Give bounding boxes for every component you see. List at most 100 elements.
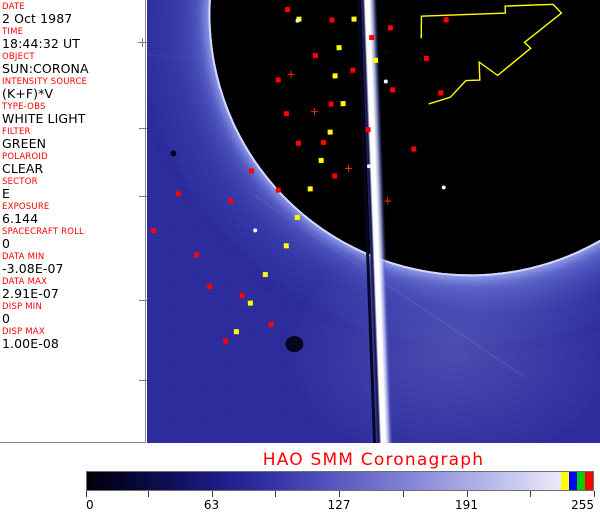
axis-tick	[139, 380, 147, 381]
star-marker-yellow	[283, 243, 289, 249]
metadata-sidebar: DATE 2 Oct 1987 TIME 18:44:32 UT OBJECT SUN:C…	[0, 0, 146, 443]
metadata-value: SUN:CORONA	[2, 61, 89, 76]
plus-marker-icon	[287, 71, 294, 78]
image-stage	[147, 0, 600, 443]
colorbar-tick	[147, 491, 149, 497]
plus-marker-icon	[384, 197, 391, 204]
metadata-value: 2.91E-07	[2, 286, 59, 301]
star-marker-red	[423, 55, 430, 62]
page-title: HAO SMM Coronagraph	[262, 450, 485, 470]
star-marker-red	[320, 139, 327, 145]
metadata-value: GREEN	[2, 136, 47, 151]
metadata-field: DATE 2 Oct 1987	[2, 2, 145, 26]
star-marker-yellow	[327, 129, 333, 135]
star-marker-red	[151, 228, 157, 234]
colorbar-ticks	[86, 491, 595, 498]
metadata-label: POLAROID	[2, 152, 48, 162]
star-marker-red	[275, 187, 281, 193]
metadata-label: DISP MAX	[2, 327, 45, 337]
star-marker-red	[443, 17, 449, 23]
colorbar-entry-254	[576, 472, 585, 490]
metadata-field: TIME 18:44:32 UT	[2, 27, 145, 51]
metadata-value: 18:44:32 UT	[2, 36, 80, 51]
metadata-label: DATA MAX	[2, 277, 48, 287]
colorbar-tick	[530, 491, 532, 497]
star-marker-red	[332, 173, 338, 179]
colorbar-tick	[86, 491, 87, 497]
star-marker-red	[328, 101, 334, 107]
colorbar-label: 0	[86, 498, 94, 512]
metadata-field: DISP MIN 0	[2, 302, 145, 326]
star-marker-red	[411, 146, 417, 152]
metadata-value: -3.08E-07	[2, 261, 64, 276]
metadata-field: FILTER GREEN	[2, 127, 145, 151]
colorbar-entry-252	[560, 472, 569, 490]
star-marker-red	[329, 17, 335, 23]
star-marker-red	[285, 6, 291, 13]
colorbar-gradient	[87, 472, 585, 490]
colorbar-label: 127	[327, 498, 351, 512]
star-marker-yellow	[318, 157, 324, 164]
image-panel	[147, 0, 600, 443]
metadata-field: DISP MAX 1.00E-08	[2, 327, 145, 351]
star-marker-red	[175, 191, 181, 197]
metadata-label: INTENSITY SOURCE	[2, 77, 88, 87]
colorbar-tick-labels: 0 63 127 191 255	[86, 498, 594, 512]
colorbar-entry-253	[568, 472, 577, 490]
colorbar-tick	[339, 491, 340, 497]
metadata-value: 0	[2, 236, 11, 251]
plus-marker-icon	[311, 108, 318, 115]
metadata-field: POLAROID CLEAR	[2, 152, 145, 176]
metadata-value: 1.00E-08	[2, 336, 59, 351]
axis-tick	[139, 196, 147, 197]
star-marker-yellow	[372, 57, 379, 63]
colorbar-label: 63	[203, 498, 220, 512]
star-marker-red	[295, 140, 302, 146]
star-marker-red	[193, 252, 200, 258]
axis-tick	[139, 300, 147, 301]
colorbar-label: 255	[571, 498, 594, 512]
star-marker-red	[369, 34, 375, 41]
star-marker-yellow	[247, 300, 253, 306]
metadata-label: FILTER	[2, 127, 31, 137]
star-marker-yellow	[294, 214, 300, 220]
star-marker-red	[365, 127, 371, 133]
colorbar-label: 191	[455, 498, 478, 512]
star-marker-red	[387, 25, 393, 31]
rotated-data-frame	[147, 0, 600, 443]
star-marker-red	[223, 338, 229, 344]
metadata-value: CLEAR	[2, 161, 44, 176]
metadata-value: WHITE LIGHT	[2, 111, 86, 126]
star-marker-yellow	[307, 186, 313, 192]
metadata-label: OBJECT	[2, 52, 35, 62]
star-marker-red	[350, 67, 356, 73]
metadata-field: EXPOSURE 6.144	[2, 202, 145, 226]
star-marker-red	[390, 87, 396, 93]
star-marker-yellow	[336, 45, 342, 51]
star-marker-yellow	[351, 16, 357, 22]
crosshair-marker	[138, 38, 147, 47]
star-marker-red	[239, 292, 245, 299]
metadata-value: 6.144	[2, 211, 39, 226]
star-marker-yellow	[332, 73, 338, 79]
metadata-label: DATA MIN	[2, 252, 45, 262]
axis-tick	[139, 128, 147, 129]
colorbar-tick	[466, 491, 468, 497]
metadata-field: DATA MAX 2.91E-07	[2, 277, 145, 301]
colorbar-ramp	[86, 471, 594, 491]
metadata-field: INTENSITY SOURCE (K+F)*V	[2, 77, 145, 101]
colorbar-tick	[402, 491, 404, 497]
colorbar-tick	[275, 491, 277, 497]
metadata-label: DISP MIN	[2, 302, 43, 312]
metadata-label: TYPE-OBS	[2, 102, 46, 112]
metadata-label: DATE	[2, 2, 25, 12]
metadata-value: 0	[2, 311, 11, 326]
star-marker-red	[312, 53, 318, 59]
star-marker-red	[248, 168, 255, 174]
colorbar: 0 63 127 191 255	[86, 471, 595, 512]
metadata-field: SPACECRAFT ROLL 0	[2, 227, 145, 251]
metadata-field: DATA MIN -3.08E-07	[2, 252, 145, 276]
metadata-label: EXPOSURE	[2, 202, 50, 212]
metadata-value: E	[2, 186, 10, 201]
